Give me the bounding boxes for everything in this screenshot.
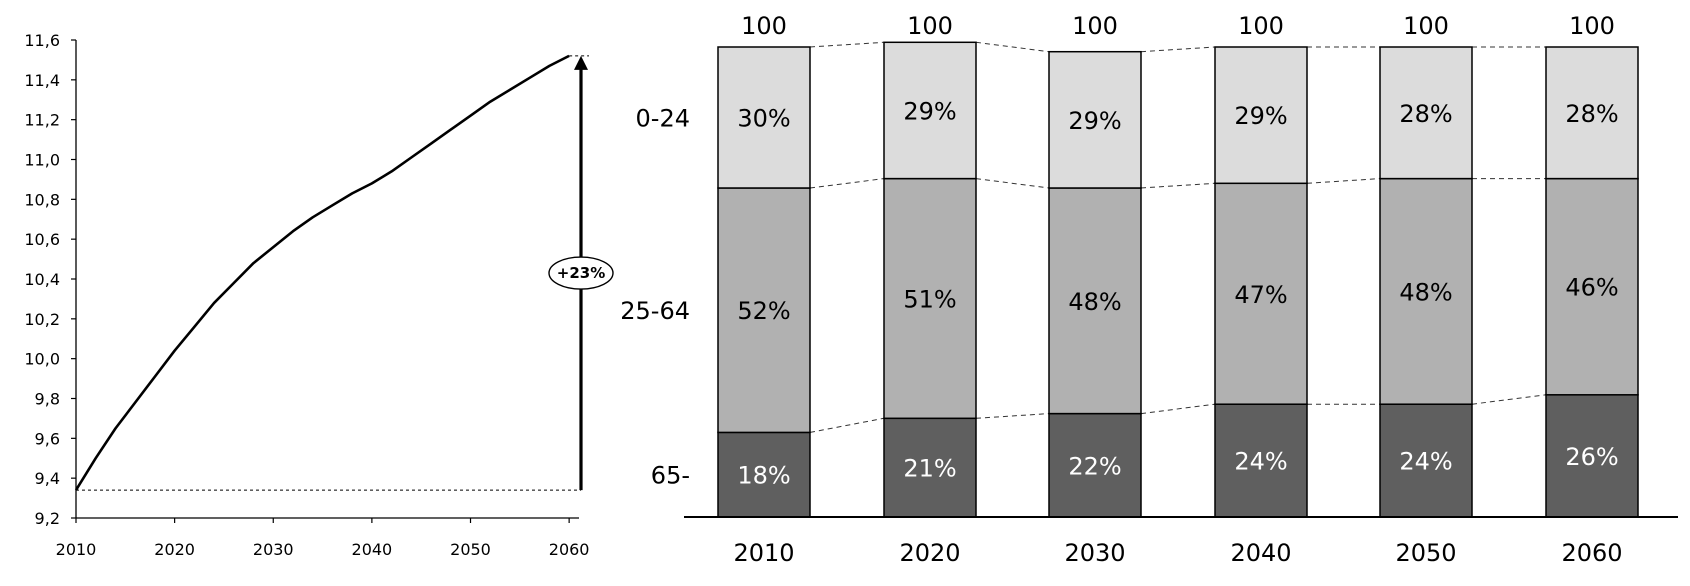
segment-label: 28% [1399, 100, 1452, 128]
connector-line [809, 417, 885, 433]
x-tick-label: 2060 [549, 540, 590, 559]
y-tick-label: 9,2 [35, 509, 60, 528]
segment-label: 29% [903, 97, 956, 125]
segment-label: 48% [1399, 278, 1452, 306]
x-tick-label: 2010 [56, 540, 97, 559]
x-tick-label: 2030 [253, 540, 294, 559]
bar-segment [717, 46, 811, 189]
bar-segment [1214, 182, 1308, 405]
segment-label: 52% [737, 297, 790, 325]
segment-label: 48% [1068, 288, 1121, 316]
line-chart-y-ticks: 9,2 9,4 9,6 9,8 10,0 10,2 10,4 10,6 10,8 11,0 11,2… [24, 31, 76, 528]
x-tick-label: 2020 [154, 540, 195, 559]
connector-line [1140, 182, 1216, 189]
bar-total-label: 100 [1072, 12, 1118, 40]
category-label: 2050 [1395, 539, 1456, 567]
arrow-head-icon [574, 55, 588, 70]
line-chart-x-ticks: 2010 2020 2030 2040 2050 2060 [56, 518, 590, 559]
y-tick-label: 10,6 [24, 230, 60, 249]
connector-line [809, 178, 885, 189]
segment-label: 21% [903, 455, 956, 483]
y-tick-label: 10,8 [24, 190, 60, 209]
connector-line [975, 178, 1050, 189]
x-tick-label: 2050 [450, 540, 491, 559]
segment-label: 24% [1399, 448, 1452, 476]
bar-segment [1545, 46, 1639, 180]
connector-line [975, 41, 1050, 53]
bar-segment [717, 187, 811, 434]
bar-total-label: 100 [907, 12, 953, 40]
segment-label: 51% [903, 285, 956, 313]
y-tick-label: 9,6 [35, 429, 60, 448]
bar-segment [1048, 50, 1142, 189]
bar-chart-labels: 18% 52% 30% 100 2010 21% 51% 29% 100 2020 22% 48% 29… [733, 12, 1622, 567]
bar-segment [883, 417, 977, 518]
y-tick-label: 10,4 [24, 270, 60, 289]
category-label: 2060 [1561, 539, 1622, 567]
population-line [74, 54, 570, 491]
bar-segment [1379, 46, 1473, 180]
population-line-chart: 9,2 9,4 9,6 9,8 10,0 10,2 10,4 10,6 10,8 11,0 11,2… [24, 31, 614, 559]
segment-label: 18% [737, 462, 790, 490]
legend-label: 65- [651, 462, 690, 490]
segment-label: 47% [1234, 281, 1287, 309]
segment-label: 22% [1068, 452, 1121, 480]
bar-total-label: 100 [741, 12, 787, 40]
growth-annotation: +23% [76, 55, 614, 491]
y-tick-label: 9,4 [35, 469, 60, 488]
y-tick-label: 11,0 [24, 151, 60, 170]
growth-badge-label: +23% [557, 264, 605, 282]
bar-segment [1048, 412, 1142, 518]
segment-label: 30% [737, 105, 790, 133]
segment-label: 29% [1234, 102, 1287, 130]
bar-chart-bars [684, 41, 1678, 518]
connector-line [1140, 403, 1216, 415]
bar-segment [883, 177, 977, 420]
bar-total-label: 100 [1403, 12, 1449, 40]
category-label: 2030 [1064, 539, 1125, 567]
bar-segment [1379, 177, 1473, 405]
age-structure-bar-chart: 18% 52% 30% 100 2010 21% 51% 29% 100 2020 22% 48% 29… [620, 12, 1678, 567]
segment-label: 28% [1565, 100, 1618, 128]
bar-segment [1214, 403, 1308, 518]
category-label: 2010 [733, 539, 794, 567]
growth-badge [548, 256, 614, 290]
line-chart-axes [75, 40, 579, 519]
connector-line [975, 413, 1050, 419]
y-tick-label: 10,0 [24, 350, 60, 369]
bar-total-label: 100 [1238, 12, 1284, 40]
y-tick-label: 9,8 [35, 390, 60, 409]
legend-label: 0-24 [636, 105, 690, 133]
connector-line [1306, 178, 1381, 184]
bar-segment [717, 431, 811, 518]
y-tick-label: 10,2 [24, 310, 60, 329]
bar-chart-legend: 65- 25-64 0-24 [620, 105, 690, 490]
segment-label: 46% [1565, 274, 1618, 302]
segment-label: 29% [1068, 107, 1121, 135]
line-chart-series [74, 54, 570, 491]
category-label: 2020 [899, 539, 960, 567]
bar-segment [883, 41, 977, 180]
bar-chart-connectors [809, 41, 1547, 433]
segment-label: 26% [1565, 443, 1618, 471]
segment-label: 24% [1234, 448, 1287, 476]
category-label: 2040 [1230, 539, 1291, 567]
y-tick-label: 11,2 [24, 111, 60, 130]
connector-line [809, 41, 885, 48]
bar-segment [1545, 177, 1639, 396]
connector-line [1471, 394, 1547, 405]
y-tick-label: 11,4 [24, 71, 60, 90]
legend-label: 25-64 [620, 297, 690, 325]
bar-total-label: 100 [1569, 12, 1615, 40]
connector-line [1140, 46, 1216, 53]
bar-segment [1214, 46, 1308, 185]
y-tick-label: 11,6 [24, 31, 60, 50]
bar-segment [1545, 394, 1639, 518]
x-tick-label: 2040 [352, 540, 393, 559]
